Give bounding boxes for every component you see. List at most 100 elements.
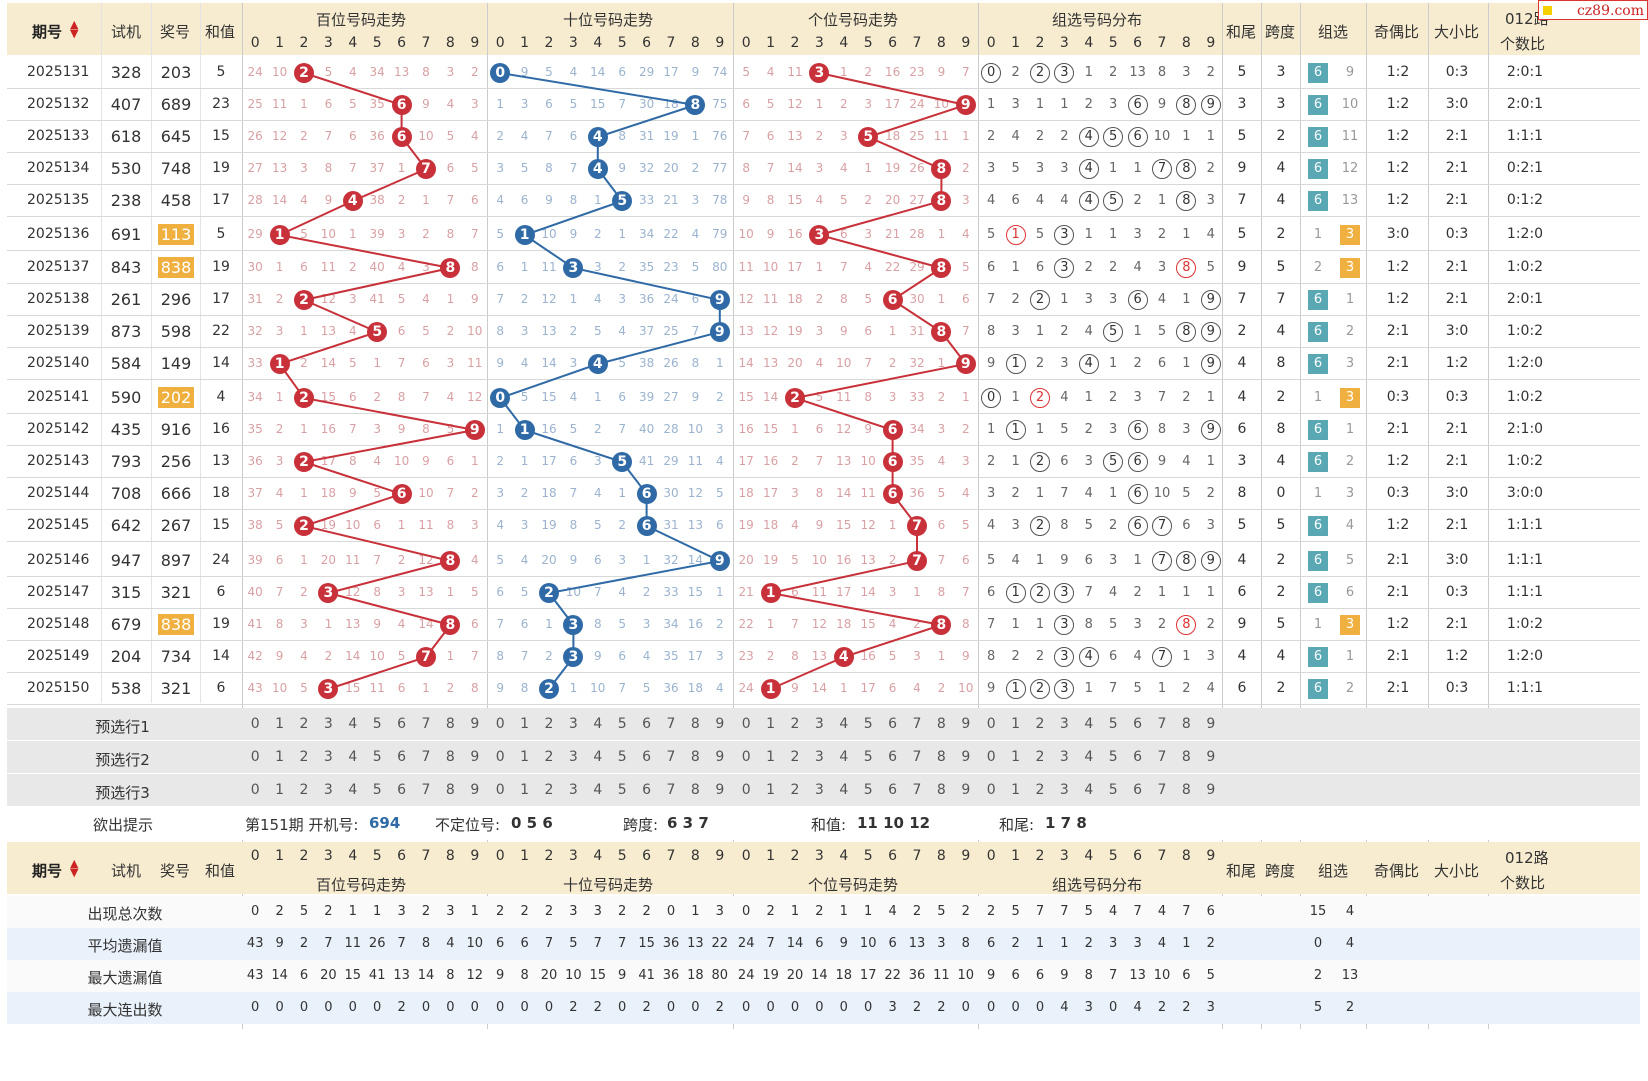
preselect-row[interactable] <box>7 708 1640 741</box>
preselect-digit[interactable]: 6 <box>397 782 407 798</box>
preselect-digit[interactable]: 5 <box>372 782 382 798</box>
preselect-digit[interactable]: 5 <box>372 749 382 765</box>
preselect-digit[interactable]: 1 <box>1011 782 1021 798</box>
preselect-digit[interactable]: 2 <box>544 716 554 732</box>
preselect-digit[interactable]: 9 <box>715 749 725 765</box>
preselect-digit[interactable]: 6 <box>888 716 898 732</box>
preselect-digit[interactable]: 5 <box>372 716 382 732</box>
preselect-digit[interactable]: 1 <box>275 782 285 798</box>
preselect-digit[interactable]: 9 <box>470 782 480 798</box>
preselect-digit[interactable]: 4 <box>348 716 358 732</box>
preselect-digit[interactable]: 1 <box>766 749 776 765</box>
preselect-digit[interactable]: 6 <box>642 782 652 798</box>
preselect-digit[interactable]: 7 <box>421 782 431 798</box>
preselect-digit[interactable]: 8 <box>690 782 700 798</box>
preselect-digit[interactable]: 7 <box>666 749 676 765</box>
preselect-digit[interactable]: 5 <box>617 716 627 732</box>
preselect-digit[interactable]: 3 <box>568 782 578 798</box>
preselect-digit[interactable]: 0 <box>741 749 751 765</box>
preselect-digit[interactable]: 9 <box>961 782 971 798</box>
preselect-digit[interactable]: 8 <box>936 716 946 732</box>
preselect-digit[interactable]: 4 <box>839 749 849 765</box>
preselect-digit[interactable]: 0 <box>741 782 751 798</box>
preselect-digit[interactable]: 4 <box>1084 749 1094 765</box>
preselect-digit[interactable]: 4 <box>593 782 603 798</box>
preselect-digit[interactable]: 8 <box>936 782 946 798</box>
preselect-digit[interactable]: 7 <box>421 749 431 765</box>
preselect-digit[interactable]: 4 <box>1084 716 1094 732</box>
preselect-digit[interactable]: 2 <box>1035 782 1045 798</box>
preselect-digit[interactable]: 3 <box>1059 782 1069 798</box>
preselect-digit[interactable]: 5 <box>863 749 873 765</box>
preselect-digit[interactable]: 4 <box>593 749 603 765</box>
preselect-digit[interactable]: 4 <box>348 749 358 765</box>
preselect-digit[interactable]: 1 <box>275 716 285 732</box>
preselect-digit[interactable]: 3 <box>323 782 333 798</box>
preselect-digit[interactable]: 1 <box>1011 716 1021 732</box>
preselect-digit[interactable]: 8 <box>445 749 455 765</box>
preselect-digit[interactable]: 7 <box>912 716 922 732</box>
preselect-digit[interactable]: 1 <box>275 749 285 765</box>
preselect-digit[interactable]: 2 <box>299 749 309 765</box>
preselect-digit[interactable]: 7 <box>421 716 431 732</box>
preselect-digit[interactable]: 7 <box>912 782 922 798</box>
preselect-digit[interactable]: 9 <box>470 749 480 765</box>
preselect-digit[interactable]: 3 <box>323 749 333 765</box>
preselect-digit[interactable]: 9 <box>1206 716 1216 732</box>
preselect-digit[interactable]: 2 <box>1035 749 1045 765</box>
preselect-digit[interactable]: 6 <box>888 782 898 798</box>
preselect-digit[interactable]: 4 <box>839 716 849 732</box>
preselect-digit[interactable]: 8 <box>445 716 455 732</box>
preselect-digit[interactable]: 4 <box>348 782 358 798</box>
preselect-digit[interactable]: 5 <box>863 782 873 798</box>
preselect-digit[interactable]: 0 <box>495 716 505 732</box>
preselect-digit[interactable]: 9 <box>1206 749 1216 765</box>
preselect-digit[interactable]: 1 <box>520 782 530 798</box>
preselect-digit[interactable]: 0 <box>986 782 996 798</box>
preselect-digit[interactable]: 9 <box>470 716 480 732</box>
preselect-digit[interactable]: 6 <box>397 716 407 732</box>
preselect-digit[interactable]: 6 <box>888 749 898 765</box>
preselect-digit[interactable]: 0 <box>495 749 505 765</box>
preselect-digit[interactable]: 2 <box>790 716 800 732</box>
preselect-digit[interactable]: 3 <box>323 716 333 732</box>
preselect-digit[interactable]: 3 <box>1059 749 1069 765</box>
preselect-digit[interactable]: 8 <box>1181 716 1191 732</box>
preselect-digit[interactable]: 7 <box>1157 782 1167 798</box>
preselect-digit[interactable]: 3 <box>814 716 824 732</box>
preselect-digit[interactable]: 0 <box>986 749 996 765</box>
preselect-digit[interactable]: 0 <box>741 716 751 732</box>
preselect-digit[interactable]: 7 <box>666 782 676 798</box>
preselect-digit[interactable]: 7 <box>666 716 676 732</box>
preselect-digit[interactable]: 0 <box>250 749 260 765</box>
preselect-digit[interactable]: 8 <box>1181 749 1191 765</box>
preselect-row[interactable] <box>7 741 1640 774</box>
preselect-digit[interactable]: 6 <box>642 716 652 732</box>
preselect-digit[interactable]: 2 <box>299 782 309 798</box>
preselect-digit[interactable]: 2 <box>544 749 554 765</box>
preselect-digit[interactable]: 2 <box>544 782 554 798</box>
preselect-digit[interactable]: 1 <box>766 782 776 798</box>
preselect-digit[interactable]: 5 <box>617 782 627 798</box>
preselect-digit[interactable]: 1 <box>766 716 776 732</box>
preselect-digit[interactable]: 2 <box>790 782 800 798</box>
preselect-digit[interactable]: 2 <box>299 716 309 732</box>
preselect-digit[interactable]: 4 <box>593 716 603 732</box>
preselect-digit[interactable]: 4 <box>839 782 849 798</box>
preselect-digit[interactable]: 2 <box>790 749 800 765</box>
preselect-digit[interactable]: 8 <box>445 782 455 798</box>
preselect-digit[interactable]: 9 <box>715 782 725 798</box>
preselect-digit[interactable]: 6 <box>1133 749 1143 765</box>
preselect-digit[interactable]: 5 <box>1108 716 1118 732</box>
preselect-digit[interactable]: 7 <box>1157 749 1167 765</box>
preselect-digit[interactable]: 0 <box>250 782 260 798</box>
preselect-digit[interactable]: 4 <box>1084 782 1094 798</box>
preselect-digit[interactable]: 9 <box>961 716 971 732</box>
preselect-digit[interactable]: 3 <box>814 749 824 765</box>
preselect-digit[interactable]: 9 <box>715 716 725 732</box>
preselect-digit[interactable]: 3 <box>1059 716 1069 732</box>
preselect-digit[interactable]: 9 <box>961 749 971 765</box>
preselect-digit[interactable]: 1 <box>1011 749 1021 765</box>
preselect-digit[interactable]: 7 <box>912 749 922 765</box>
preselect-digit[interactable]: 8 <box>690 749 700 765</box>
